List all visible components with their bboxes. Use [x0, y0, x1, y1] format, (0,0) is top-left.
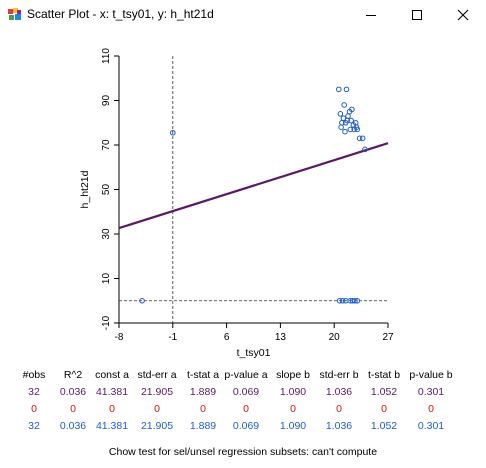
stats-cell-selected: 0: [200, 403, 206, 415]
stats-cell-unselected: 0.036: [59, 420, 87, 432]
stats-row-all: 32 0.036 41.381 21.905 1.889 0.069 1.090 1.036 1…: [0, 386, 486, 400]
x-tick-label: 13: [275, 332, 287, 343]
y-tick-label: 10: [101, 273, 112, 285]
stats-cell-all: 0.301: [417, 386, 445, 398]
stats-cell-selected: 0: [381, 403, 387, 415]
close-icon: [457, 9, 469, 21]
x-axis-label: t_tsy01: [237, 347, 271, 359]
x-tick-label: 27: [382, 332, 394, 343]
window-title: Scatter Plot - x: t_tsy01, y: h_ht21d: [27, 7, 214, 21]
y-tick-label: 30: [101, 228, 112, 240]
stats-cell-all: 21.905: [140, 386, 174, 398]
x-tick-label: -8: [115, 332, 124, 343]
y-tick-label: -10: [101, 315, 112, 330]
stats-cell-unselected: 0.069: [232, 420, 260, 432]
data-point: [338, 124, 344, 130]
stats-cell-selected: 0: [243, 403, 249, 415]
stats-cell-unselected: 0.301: [417, 420, 445, 432]
stats-cell-selected: 0: [154, 403, 160, 415]
data-point: [352, 119, 359, 126]
x-tick-label: 6: [224, 332, 230, 343]
stats-cell-all: 32: [28, 386, 40, 398]
scatter-app-icon: [8, 8, 21, 20]
stats-header-cell: std-err b: [319, 369, 359, 381]
data-point: [343, 86, 350, 93]
stats-cell-all: 1.889: [189, 386, 217, 398]
data-point: [336, 86, 342, 93]
stats-header-row: #obs R^2 const a std-err a t-stat a p-value a…: [0, 369, 486, 383]
stats-cell-selected: 0: [109, 403, 115, 415]
maximize-button[interactable]: [394, 0, 440, 30]
stats-cell-all: 1.090: [279, 386, 307, 398]
data-point: [352, 297, 358, 304]
stats-cell-selected: 0: [290, 403, 296, 415]
stats-header-cell: p-value b: [409, 369, 453, 381]
stats-cell-unselected: 1.889: [189, 420, 217, 432]
stats-cell-all: 0.036: [59, 386, 87, 398]
data-point: [354, 126, 361, 133]
data-point: [339, 297, 346, 304]
data-point: [139, 297, 145, 304]
stats-header-cell: R^2: [63, 369, 83, 381]
data-point: [336, 297, 343, 304]
stats-cell-selected: 0: [336, 403, 342, 415]
data-point: [362, 146, 368, 153]
stats-header-cell: #obs: [22, 369, 46, 381]
data-point: [359, 135, 366, 142]
stats-cell-unselected: 1.090: [279, 420, 307, 432]
stats-cell-unselected: 1.052: [370, 420, 398, 432]
stats-cell-all: 41.381: [95, 386, 129, 398]
data-point: [342, 128, 348, 135]
stats-cell-unselected: 32: [28, 420, 40, 432]
stats-cell-unselected: 41.381: [95, 420, 129, 432]
stats-cell-selected: 0: [31, 403, 37, 415]
data-point: [347, 126, 354, 133]
data-point: [344, 117, 351, 124]
minimize-icon: [366, 15, 376, 16]
stats-header-cell: p-value a: [224, 369, 268, 381]
y-tick-label: 70: [101, 139, 112, 151]
title-bar: Scatter Plot - x: t_tsy01, y: h_ht21d: [0, 0, 486, 30]
stats-header-cell: t-stat a: [186, 369, 220, 381]
y-tick-label: 90: [101, 95, 112, 107]
stats-header-cell: std-err a: [137, 369, 177, 381]
stats-cell-unselected: 1.036: [325, 420, 353, 432]
close-button[interactable]: [440, 0, 486, 30]
scatter-plot[interactable]: -8 -1 6 13 20 27 -10 10 30 50 70 90 110 t_tsy01 h_ht21…: [0, 30, 486, 368]
stats-header-cell: t-stat b: [367, 369, 401, 381]
y-tick-label: 110: [101, 48, 112, 64]
stats-header-cell: slope b: [276, 369, 310, 381]
chow-test-message: Chow test for sel/unsel regression subse…: [108, 446, 378, 458]
x-tick-label: -1: [168, 332, 177, 343]
stats-cell-unselected: 21.905: [140, 420, 174, 432]
maximize-icon: [412, 10, 422, 20]
y-tick-label: 50: [101, 184, 112, 196]
data-point: [337, 111, 344, 117]
stats-cell-selected: 0: [70, 403, 76, 415]
y-axis-label: h_ht21d: [79, 170, 91, 208]
data-point: [349, 106, 355, 113]
data-point: [339, 119, 345, 126]
data-point: [345, 113, 351, 119]
x-tick-label: 20: [329, 332, 341, 343]
stats-header-cell: const a: [95, 369, 129, 381]
stats-cell-all: 1.052: [370, 386, 398, 398]
data-point: [356, 135, 363, 142]
stats-row-selected: 0 0 0 0 0 0 0 0 0 0: [0, 403, 486, 417]
data-point: [348, 117, 354, 124]
regression-line: [118, 142, 389, 230]
stats-row-unselected: 32 0.036 41.381 21.905 1.889 0.069 1.090 1.036 1…: [0, 420, 486, 434]
stats-cell-selected: 0: [428, 403, 434, 415]
stats-cell-all: 0.069: [232, 386, 260, 398]
minimize-button[interactable]: [348, 0, 394, 30]
data-point: [170, 129, 176, 136]
data-point: [341, 102, 347, 108]
data-point: [354, 297, 361, 304]
stats-cell-all: 1.036: [325, 386, 353, 398]
